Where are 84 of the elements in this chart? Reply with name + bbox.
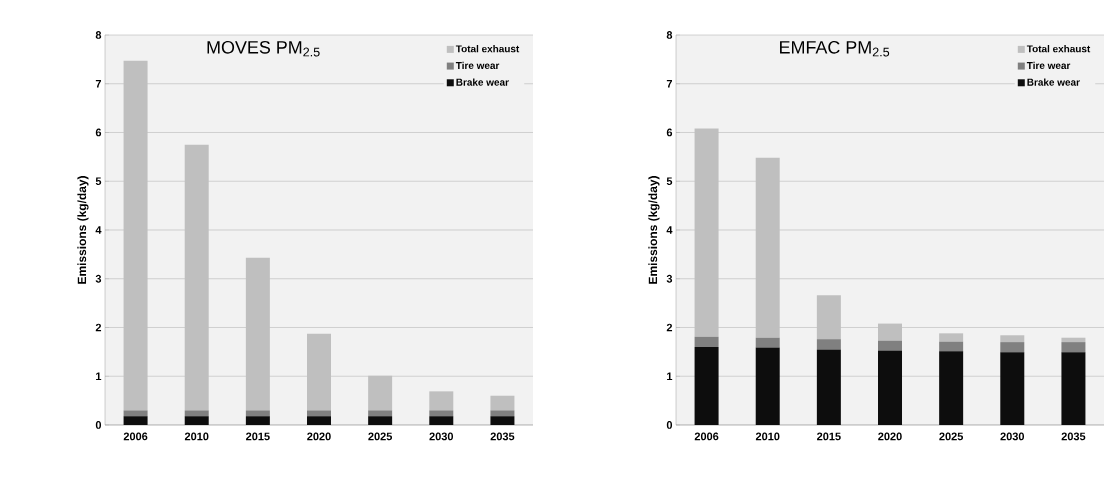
y-tick-label: 7	[666, 79, 673, 88]
bar	[245, 410, 270, 417]
bar	[816, 339, 841, 350]
bar	[429, 391, 454, 411]
bar	[490, 395, 515, 411]
x-tick-label: 2010	[755, 432, 780, 441]
y-tick-label: 8	[95, 31, 102, 39]
y-tick-label: 2	[95, 323, 102, 332]
bar	[1000, 352, 1025, 425]
x-tick-label: 2025	[368, 432, 393, 441]
bar	[184, 410, 209, 417]
y-tick-label: 6	[666, 128, 673, 137]
bar	[429, 416, 454, 425]
legend-label: Tire wear	[1026, 61, 1071, 70]
bar	[939, 333, 964, 342]
x-tick-label: 2015	[246, 432, 270, 441]
bar	[490, 410, 515, 417]
bar	[123, 60, 148, 411]
y-tick-label: 5	[666, 177, 673, 186]
x-tick-label: 2035	[490, 432, 515, 441]
bar	[123, 416, 148, 425]
bar	[878, 340, 903, 351]
x-tick-label: 2006	[694, 432, 719, 441]
x-tick-label: 2035	[1061, 432, 1086, 441]
x-tick-label: 2025	[939, 432, 964, 441]
y-axis-title: Emissions (kg/day)	[648, 176, 660, 284]
bar	[245, 257, 270, 411]
bar	[307, 333, 332, 411]
x-tick-label: 2030	[1000, 432, 1025, 441]
y-tick-label: 3	[95, 274, 102, 283]
y-tick-label: 5	[95, 177, 102, 186]
bar	[123, 410, 148, 417]
y-tick-label: 2	[666, 323, 673, 332]
bar	[1000, 342, 1025, 353]
bar	[878, 323, 903, 341]
bar	[755, 337, 780, 348]
bar	[816, 349, 841, 425]
bar	[878, 350, 903, 425]
legend-label: Total exhaust	[455, 45, 520, 53]
bar	[1061, 337, 1086, 343]
legend-label: Brake wear	[1027, 78, 1080, 86]
legend-label: Brake wear	[456, 78, 509, 86]
bar	[184, 416, 209, 425]
y-axis-title: Emissions (kg/day)	[77, 176, 89, 284]
bar	[755, 347, 780, 425]
y-tick-label: 0	[95, 421, 102, 429]
bar	[1061, 342, 1086, 353]
bar	[694, 346, 719, 425]
x-tick-label: 2015	[817, 432, 841, 441]
bar	[429, 410, 454, 417]
bar	[755, 157, 780, 338]
chart-title: MOVES PM$_{2.5}$	[207, 40, 320, 57]
chart-title: EMFAC PM$_{2.5}$	[780, 40, 890, 57]
bar	[939, 341, 964, 352]
legend-label: Total exhaust	[1026, 45, 1091, 53]
x-tick-label: 2006	[123, 432, 148, 441]
bar	[368, 416, 393, 425]
bar	[816, 295, 841, 340]
bar	[368, 375, 393, 411]
y-tick-label: 1	[667, 372, 673, 381]
y-tick-label: 7	[95, 79, 102, 88]
bar	[368, 410, 393, 417]
bar	[245, 416, 270, 425]
bar	[694, 128, 719, 337]
x-tick-label: 2020	[878, 432, 902, 441]
bar	[307, 416, 332, 425]
y-tick-label: 1	[96, 372, 102, 381]
y-tick-label: 4	[95, 226, 102, 234]
y-tick-label: 3	[666, 274, 673, 283]
bar	[939, 351, 964, 425]
y-tick-label: 4	[666, 226, 673, 234]
x-tick-label: 2020	[307, 432, 331, 441]
bar	[1061, 352, 1086, 425]
bar	[307, 410, 332, 417]
bar	[694, 336, 719, 347]
bar	[1000, 335, 1025, 343]
y-tick-label: 6	[95, 128, 102, 137]
bar	[490, 416, 515, 425]
x-tick-label: 2010	[184, 432, 209, 441]
bar	[184, 144, 209, 411]
legend-label: Tire wear	[455, 61, 500, 70]
y-tick-label: 0	[666, 421, 673, 429]
x-tick-label: 2030	[429, 432, 454, 441]
y-tick-label: 8	[666, 31, 673, 39]
